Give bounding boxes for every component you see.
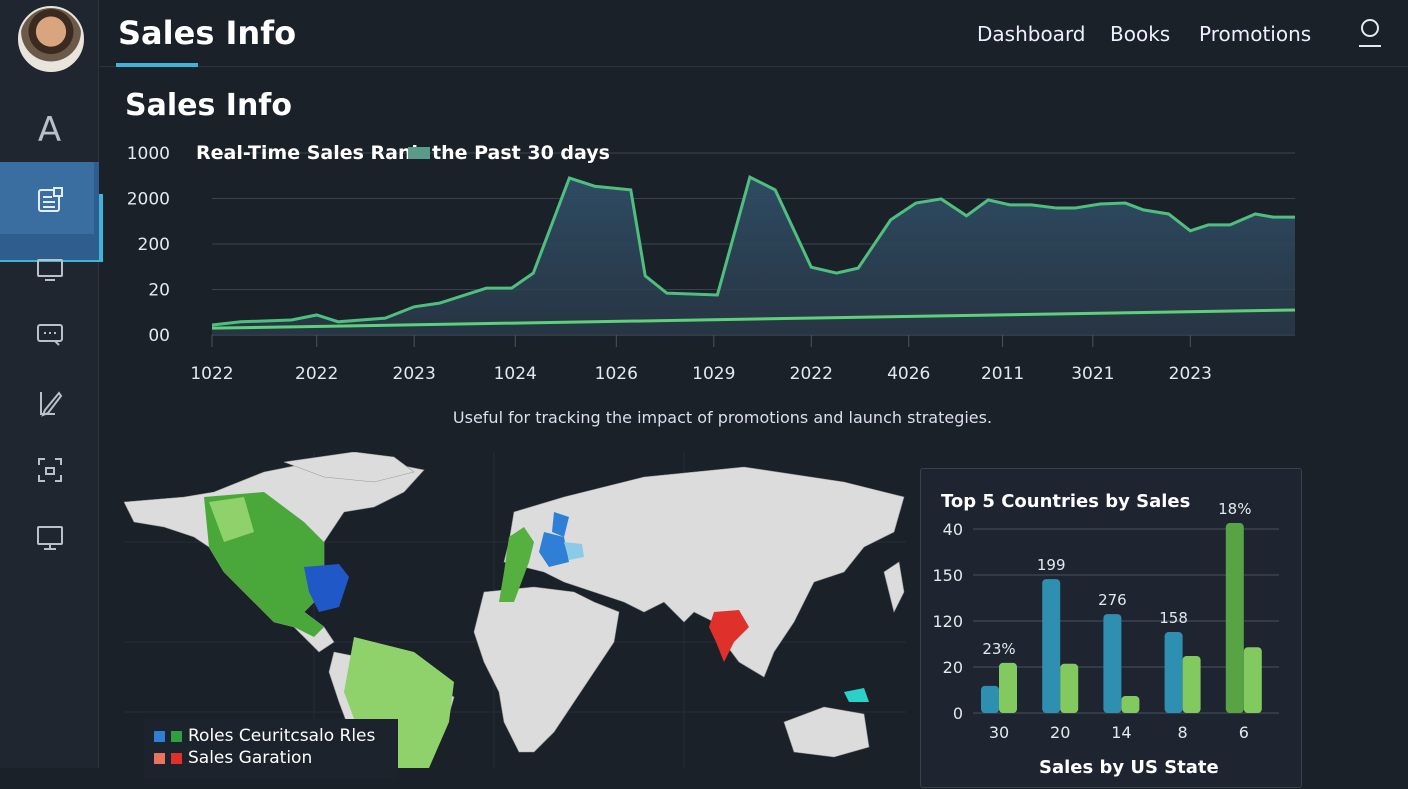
map-legend: Roles Ceuritcsalo Rles Sales Garation xyxy=(144,719,398,779)
x-tick-label: 1029 xyxy=(692,364,735,384)
nav-dashboard[interactable]: Dashboard xyxy=(977,22,1086,46)
x-tick-label: 30 xyxy=(989,723,1009,742)
y-tick-label: 20 xyxy=(943,658,963,677)
y-tick-label: 20 xyxy=(148,281,170,301)
legend-item: Roles Ceuritcsalo Rles xyxy=(154,725,388,747)
sales-rank-chart: 00 20 200 2000 1000 1022 2022 2023 1024 1026 1029 2… xyxy=(127,142,1296,384)
y-tick-label: 1000 xyxy=(127,144,170,164)
y-tick-label: 2000 xyxy=(127,190,170,210)
series-line-baseline xyxy=(211,308,1296,330)
bar-series-b xyxy=(1243,647,1262,713)
y-tick-label: 0 xyxy=(953,704,963,723)
legend-swatch xyxy=(408,147,430,159)
letter-a-icon[interactable]: A xyxy=(0,105,99,155)
chat-icon[interactable] xyxy=(0,310,99,360)
data-label: 18% xyxy=(1218,500,1251,518)
edit-icon[interactable] xyxy=(0,378,99,428)
data-label: 276 xyxy=(1098,591,1127,609)
nav-books[interactable]: Books xyxy=(1110,22,1171,46)
user-icon[interactable] xyxy=(1356,18,1384,48)
bar-series-a xyxy=(1103,614,1122,713)
title-underline xyxy=(116,63,198,67)
map-highlight-europe xyxy=(499,512,584,602)
x-tick-label: 3021 xyxy=(1071,364,1114,384)
bar-series-a xyxy=(1042,579,1061,713)
x-tick-label: 1022 xyxy=(190,364,233,384)
x-tick-label: 2023 xyxy=(393,364,436,384)
y-tick-label: 00 xyxy=(148,326,170,346)
y-tick-label: 40 xyxy=(943,520,963,539)
top-bar: Sales Info Dashboard Books Promotions xyxy=(100,0,1408,67)
panel-title: Top 5 Countries by Sales xyxy=(941,491,1191,512)
world-map[interactable] xyxy=(124,452,906,768)
map-highlight-india xyxy=(709,610,749,662)
bar-series-b xyxy=(999,662,1017,713)
x-tick-label: 2022 xyxy=(295,364,338,384)
chart-caption: Useful for tracking the impact of promot… xyxy=(452,408,993,427)
data-label: 23% xyxy=(982,640,1015,658)
desktop-icon[interactable] xyxy=(0,513,99,563)
legend-label: the Past 30 days xyxy=(432,142,610,164)
bar-series-b xyxy=(1121,695,1140,713)
x-tick-label: 4026 xyxy=(887,364,930,384)
avatar[interactable] xyxy=(18,6,84,72)
x-tick-label: 2011 xyxy=(981,364,1024,384)
series-area xyxy=(212,177,1295,335)
legend-label: Sales Garation xyxy=(188,748,313,768)
sidebar-item-label: A xyxy=(37,110,62,150)
chart-title: Real-Time Sales Rank xyxy=(196,142,425,164)
top-countries-panel: Top 5 Countries by Sales 0 20 120 150 40 23% 3… xyxy=(920,468,1302,788)
page-title: Sales Info xyxy=(125,88,292,123)
monitor-icon[interactable] xyxy=(0,245,99,295)
x-tick-label: 6 xyxy=(1239,723,1249,742)
top-countries-chart: 0 20 120 150 40 23% 30 199 20 276 14 158 8 18% 6 xyxy=(932,500,1279,742)
bar-series-b xyxy=(1182,655,1201,713)
bar-series-a xyxy=(981,685,999,713)
x-tick-label: 2022 xyxy=(790,364,833,384)
y-tick-label: 120 xyxy=(932,612,963,631)
bar-series-b xyxy=(1060,663,1079,713)
bar-series-a xyxy=(1164,632,1183,713)
sidebar: A xyxy=(0,0,103,768)
nav-promotions[interactable]: Promotions xyxy=(1199,22,1312,46)
y-tick-label: 200 xyxy=(138,235,170,255)
x-tick-label: 2023 xyxy=(1169,364,1212,384)
bar-series-a xyxy=(1225,523,1244,713)
x-tick-label: 1024 xyxy=(494,364,537,384)
data-label: 158 xyxy=(1159,609,1188,627)
document-icon[interactable] xyxy=(0,175,99,225)
x-tick-label: 20 xyxy=(1050,723,1070,742)
legend-item: Sales Garation xyxy=(154,747,388,769)
series-line-sales-rank xyxy=(211,174,1295,327)
data-label: 199 xyxy=(1037,556,1066,574)
x-tick-label: 8 xyxy=(1178,723,1188,742)
x-tick-label: 14 xyxy=(1111,723,1131,742)
scan-icon[interactable] xyxy=(0,445,99,495)
y-tick-label: 150 xyxy=(932,566,963,585)
x-tick-label: 1026 xyxy=(595,364,638,384)
app-title: Sales Info xyxy=(118,14,297,52)
legend-label: Roles Ceuritcsalo Rles xyxy=(188,726,376,746)
